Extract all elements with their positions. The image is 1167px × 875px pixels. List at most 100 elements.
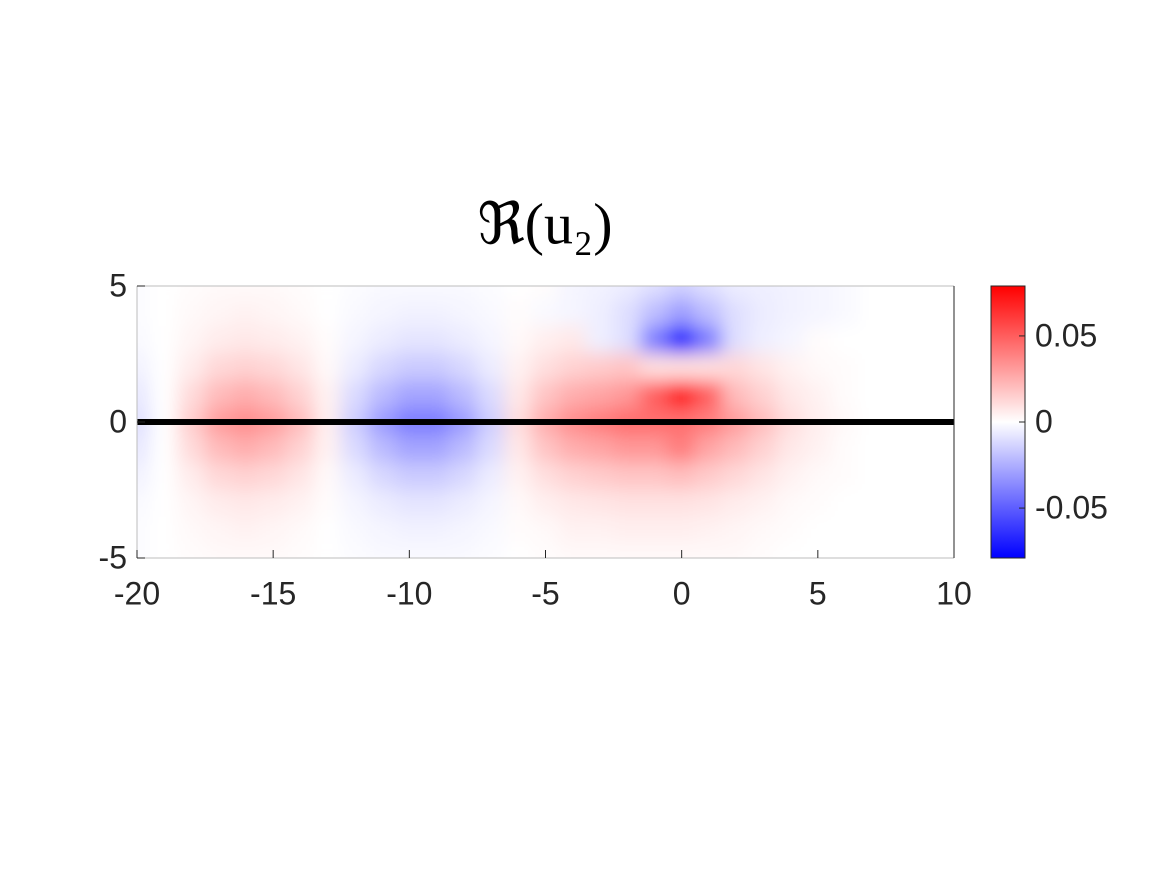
heat-cell bbox=[640, 543, 669, 558]
heat-cell bbox=[667, 326, 696, 355]
heat-cell bbox=[694, 380, 724, 409]
heat-cell bbox=[137, 516, 152, 545]
heat-cell bbox=[395, 462, 424, 491]
heat-cell bbox=[449, 543, 478, 558]
heat-cell bbox=[885, 353, 914, 382]
heat-cell bbox=[422, 286, 451, 301]
x-tick-label: -10 bbox=[386, 575, 432, 611]
heat-cell bbox=[177, 286, 206, 301]
heat-cell bbox=[803, 462, 832, 491]
heat-cell bbox=[585, 380, 615, 409]
x-tick-label: 5 bbox=[809, 575, 827, 611]
heat-cell bbox=[776, 543, 805, 558]
heat-cell bbox=[313, 516, 342, 545]
heat-cell bbox=[722, 299, 751, 328]
heat-cell bbox=[885, 543, 914, 558]
heat-cell bbox=[340, 299, 369, 328]
heat-cell bbox=[313, 543, 342, 558]
heat-cell bbox=[749, 516, 778, 545]
heat-cell bbox=[204, 543, 233, 558]
heat-cell bbox=[150, 299, 179, 328]
heat-cell bbox=[558, 435, 587, 464]
heat-cell bbox=[939, 543, 954, 558]
heat-cell bbox=[722, 286, 751, 301]
heat-cell bbox=[150, 516, 179, 545]
heat-cell bbox=[585, 435, 615, 464]
heat-cell bbox=[340, 326, 369, 355]
heat-cell bbox=[776, 380, 805, 409]
heat-cell bbox=[422, 435, 451, 464]
heat-cell bbox=[476, 516, 506, 545]
heat-cell bbox=[231, 299, 261, 328]
heat-cell bbox=[912, 299, 941, 328]
heat-cell bbox=[667, 286, 696, 301]
heat-cell bbox=[313, 435, 342, 464]
heat-cell bbox=[137, 380, 152, 409]
heat-cell bbox=[585, 299, 615, 328]
heat-cell bbox=[286, 462, 315, 491]
heat-cell bbox=[231, 380, 261, 409]
heat-cell bbox=[422, 326, 451, 355]
heat-cell bbox=[858, 543, 887, 558]
heat-cell bbox=[830, 299, 860, 328]
heat-cell bbox=[137, 489, 152, 518]
heat-cell bbox=[912, 326, 941, 355]
heat-cell bbox=[231, 462, 261, 491]
heat-cell bbox=[531, 299, 560, 328]
heat-cell bbox=[585, 462, 615, 491]
heat-cell bbox=[613, 435, 642, 464]
heat-cell bbox=[367, 516, 397, 545]
heat-cell bbox=[150, 286, 179, 301]
heat-cell bbox=[231, 326, 261, 355]
heat-cell bbox=[830, 489, 860, 518]
x-tick-label: 10 bbox=[936, 575, 972, 611]
heat-cell bbox=[395, 489, 424, 518]
heat-cell bbox=[694, 516, 724, 545]
y-tick-label: 5 bbox=[109, 267, 127, 303]
heat-cell bbox=[858, 299, 887, 328]
heat-cell bbox=[504, 353, 533, 382]
heat-cell bbox=[137, 326, 152, 355]
heat-cell bbox=[776, 299, 805, 328]
heat-cell bbox=[885, 489, 914, 518]
heat-cell bbox=[476, 462, 506, 491]
heat-cell bbox=[422, 353, 451, 382]
heat-cell bbox=[367, 326, 397, 355]
heat-cell bbox=[150, 543, 179, 558]
heat-cell bbox=[558, 516, 587, 545]
heat-cell bbox=[150, 353, 179, 382]
heat-cell bbox=[177, 435, 206, 464]
heat-cell bbox=[177, 353, 206, 382]
heat-cell bbox=[749, 489, 778, 518]
heat-cell bbox=[449, 462, 478, 491]
heat-cell bbox=[231, 543, 261, 558]
heat-cell bbox=[694, 353, 724, 382]
heat-cell bbox=[939, 462, 954, 491]
heat-cell bbox=[531, 353, 560, 382]
heat-cell bbox=[776, 286, 805, 301]
heat-cell bbox=[939, 516, 954, 545]
heat-cell bbox=[259, 435, 288, 464]
heat-cell bbox=[803, 489, 832, 518]
heat-cell bbox=[722, 489, 751, 518]
heat-cell bbox=[286, 489, 315, 518]
heat-cell bbox=[749, 326, 778, 355]
heat-cell bbox=[667, 489, 696, 518]
heat-cell bbox=[313, 326, 342, 355]
heat-cell bbox=[449, 286, 478, 301]
heat-cell bbox=[531, 380, 560, 409]
heat-cell bbox=[504, 299, 533, 328]
heat-cell bbox=[395, 516, 424, 545]
heat-cell bbox=[885, 435, 914, 464]
heat-cell bbox=[259, 380, 288, 409]
heat-cell bbox=[640, 286, 669, 301]
heat-cell bbox=[286, 543, 315, 558]
heat-cell bbox=[830, 543, 860, 558]
heat-cell bbox=[613, 353, 642, 382]
heat-cell bbox=[476, 543, 506, 558]
heat-cell bbox=[858, 516, 887, 545]
heat-cell bbox=[177, 326, 206, 355]
heat-cell bbox=[803, 299, 832, 328]
heat-cell bbox=[722, 326, 751, 355]
